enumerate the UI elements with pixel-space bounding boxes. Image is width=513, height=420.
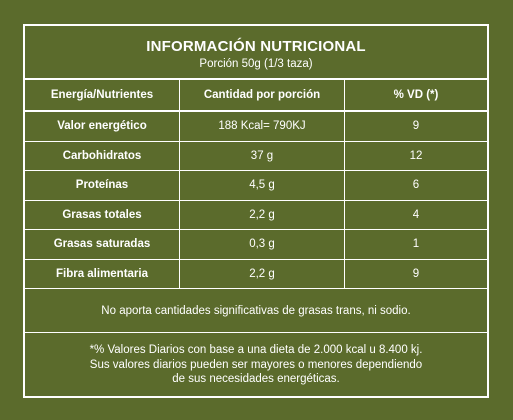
daily-values-footnote: *% Valores Diarios con base a una dieta … bbox=[25, 333, 487, 387]
nutrient-dv: 6 bbox=[412, 179, 420, 192]
serving-size: Porción 50g (1/3 taza) bbox=[199, 58, 313, 70]
nutrient-dv: 4 bbox=[412, 208, 420, 221]
table-row: Fibra alimentaria 2,2 g 9 bbox=[25, 259, 487, 289]
nutrient-name: Fibra alimentaria bbox=[25, 259, 180, 288]
nutrient-name: Grasas saturadas bbox=[25, 230, 180, 259]
nutrient-amount: 188 Kcal= 790KJ bbox=[180, 112, 345, 141]
nutrient-dv: 9 bbox=[412, 267, 420, 280]
nutrient-name: Valor energético bbox=[25, 112, 180, 141]
nutrient-name: Proteínas bbox=[25, 171, 180, 200]
panel-header: INFORMACIÓN NUTRICIONAL Porción 50g (1/3… bbox=[25, 26, 487, 80]
nutrient-amount: 2,2 g bbox=[180, 200, 345, 229]
nutrition-table: Energía/Nutrientes Cantidad por porción … bbox=[25, 80, 487, 289]
footnote-line: de sus necesidades energéticas. bbox=[172, 373, 340, 385]
trans-fat-sodium-note: No aporta cantidades significativas de g… bbox=[25, 289, 487, 333]
nutrient-amount: 4,5 g bbox=[180, 171, 345, 200]
nutrient-dv: 1 bbox=[412, 238, 420, 251]
column-header-amount: Cantidad por porción bbox=[180, 80, 345, 110]
table-row: Valor energético 188 Kcal= 790KJ 9 bbox=[25, 112, 487, 142]
panel-title: INFORMACIÓN NUTRICIONAL bbox=[146, 38, 366, 55]
nutrient-amount: 37 g bbox=[180, 141, 345, 170]
table-row: Carbohidratos 37 g 12 bbox=[25, 141, 487, 171]
nutrient-name: Carbohidratos bbox=[25, 141, 180, 170]
column-header-nutrient: Energía/Nutrientes bbox=[25, 80, 180, 110]
footnote-line: *% Valores Diarios con base a una dieta … bbox=[89, 344, 423, 356]
nutrient-name: Grasas totales bbox=[25, 200, 180, 229]
table-row: Grasas totales 2,2 g 4 bbox=[25, 200, 487, 230]
nutrient-dv: 12 bbox=[409, 149, 423, 162]
nutrient-amount: 0,3 g bbox=[180, 230, 345, 259]
nutrient-dv: 9 bbox=[412, 120, 420, 133]
nutrient-amount: 2,2 g bbox=[180, 259, 345, 288]
nutrition-facts-panel: INFORMACIÓN NUTRICIONAL Porción 50g (1/3… bbox=[23, 24, 489, 398]
footnote-line: Sus valores diarios pueden ser mayores o… bbox=[89, 358, 423, 371]
table-row: Proteínas 4,5 g 6 bbox=[25, 171, 487, 201]
column-header-dv: % VD (*) bbox=[393, 89, 439, 101]
table-row: Grasas saturadas 0,3 g 1 bbox=[25, 230, 487, 260]
table-header-row: Energía/Nutrientes Cantidad por porción … bbox=[25, 80, 487, 112]
